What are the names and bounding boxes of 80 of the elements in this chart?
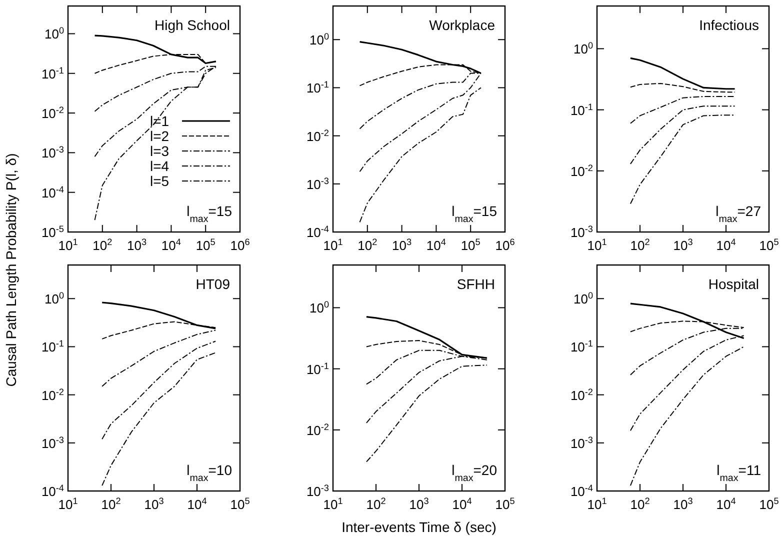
x-tick-label: 10$^{3}$ xyxy=(673,237,693,253)
y-tick-label: 10$^{-2}$ xyxy=(41,386,64,403)
annotation: l$_{max}$=27 xyxy=(716,203,762,224)
x-tick-label: 10$^{2}$ xyxy=(358,237,378,253)
y-tick-label: 10$^{0}$ xyxy=(44,290,64,307)
annotation: l$_{max}$=15 xyxy=(452,203,498,224)
y-tick-label: 10$^{-1}$ xyxy=(41,65,64,82)
legend-label: l=5 xyxy=(150,173,170,189)
x-tick-label: 10$^{5}$ xyxy=(196,237,216,253)
x-tick-label: 10$^{1}$ xyxy=(587,237,607,253)
y-tick-label: 10$^{-1}$ xyxy=(570,102,593,118)
x-tick-label: 10$^{3}$ xyxy=(409,496,429,512)
y-tick-label: 10$^{-3}$ xyxy=(41,144,64,161)
x-tick-label: 10$^{2}$ xyxy=(92,237,112,253)
x-tick-label: 10$^{3}$ xyxy=(127,237,147,253)
x-tick-label: 10$^{5}$ xyxy=(495,496,515,512)
y-tick-label: 10$^{0}$ xyxy=(44,26,64,42)
annotation: l$_{max}$=15 xyxy=(186,203,232,224)
y-tick-label: 10$^{-2}$ xyxy=(570,386,593,403)
x-tick-label: 10$^{4}$ xyxy=(161,237,181,253)
x-tick-label: 10$^{4}$ xyxy=(187,496,207,512)
x-axis-title: Inter-events Time δ (sec) xyxy=(342,519,496,535)
text: Workplace xyxy=(429,17,496,33)
x-tick-label: 10$^{2}$ xyxy=(630,237,650,253)
x-tick-label: 10$^{5}$ xyxy=(759,496,779,512)
y-tick-label: 10$^{-4}$ xyxy=(41,184,64,200)
y-tick-label: 10$^{-4}$ xyxy=(306,224,329,240)
x-tick-label: 10$^{5}$ xyxy=(230,496,250,512)
x-tick-label: 10$^{3}$ xyxy=(144,496,164,512)
y-tick-label: 10$^{-4}$ xyxy=(41,483,64,499)
y-tick-label: 10$^{-1}$ xyxy=(306,80,329,96)
y-tick-label: 10$^{-1}$ xyxy=(570,338,593,355)
y-tick-label: 10$^{-2}$ xyxy=(306,128,329,144)
annotation: l$_{max}$=11 xyxy=(716,462,762,484)
x-tick-label: 10$^{1}$ xyxy=(58,496,78,512)
y-tick-label: 10$^{-2}$ xyxy=(41,105,64,122)
x-tick-label: 10$^{3}$ xyxy=(673,496,693,512)
legend-label: l=4 xyxy=(150,158,170,174)
annotation: l$_{max}$=20 xyxy=(452,462,498,484)
y-tick-label: 10$^{0}$ xyxy=(573,40,593,57)
x-tick-label: 10$^{1}$ xyxy=(587,496,607,512)
x-tick-label: 10$^{2}$ xyxy=(101,496,121,512)
y-tick-label: 10$^{-3}$ xyxy=(41,434,64,451)
x-tick-label: 10$^{2}$ xyxy=(366,496,386,512)
x-tick-label: 10$^{4}$ xyxy=(716,496,736,512)
text: High School xyxy=(154,17,230,33)
y-tick-label: 10$^{0}$ xyxy=(309,32,329,48)
y-tick-label: 10$^{-2}$ xyxy=(306,422,329,438)
y-tick-label: 10$^{-4}$ xyxy=(570,483,593,499)
text: SFHH xyxy=(456,276,495,292)
x-tick-label: 10$^{1}$ xyxy=(58,237,78,253)
x-tick-label: 10$^{4}$ xyxy=(452,496,472,512)
x-tick-label: 10$^{5}$ xyxy=(460,237,480,253)
y-axis-title: Causal Path Length Probability P(l, δ) xyxy=(3,153,19,387)
y-tick-label: 10$^{-3}$ xyxy=(306,483,329,499)
y-tick-label: 10$^{-5}$ xyxy=(41,224,64,240)
x-tick-label: 10$^{1}$ xyxy=(323,496,343,512)
x-tick-label: 10$^{4}$ xyxy=(426,237,446,253)
legend-label: l=1 xyxy=(150,113,170,129)
y-tick-label: 10$^{-1}$ xyxy=(41,338,64,355)
x-tick-label: 10$^{6}$ xyxy=(230,237,250,253)
y-tick-label: 10$^{0}$ xyxy=(573,290,593,307)
x-tick-label: 10$^{4}$ xyxy=(716,237,736,253)
x-tick-label: 10$^{1}$ xyxy=(323,237,343,253)
legend-label: l=3 xyxy=(150,143,170,159)
y-tick-label: 10$^{0}$ xyxy=(309,300,329,316)
text: Infectious xyxy=(699,17,759,33)
text: HT09 xyxy=(196,276,230,292)
y-tick-label: 10$^{-3}$ xyxy=(306,176,329,192)
y-tick-label: 10$^{-2}$ xyxy=(570,162,593,179)
legend-label: l=2 xyxy=(150,128,170,144)
y-tick-label: 10$^{-3}$ xyxy=(570,224,593,240)
x-tick-label: 10$^{5}$ xyxy=(759,237,779,253)
y-tick-label: 10$^{-3}$ xyxy=(570,434,593,451)
x-tick-label: 10$^{6}$ xyxy=(495,237,515,253)
y-tick-label: 10$^{-1}$ xyxy=(306,360,329,377)
text: Hospital xyxy=(708,276,759,292)
x-tick-label: 10$^{2}$ xyxy=(630,496,650,512)
x-tick-label: 10$^{3}$ xyxy=(392,237,412,253)
annotation: l$_{max}$=10 xyxy=(186,462,232,484)
